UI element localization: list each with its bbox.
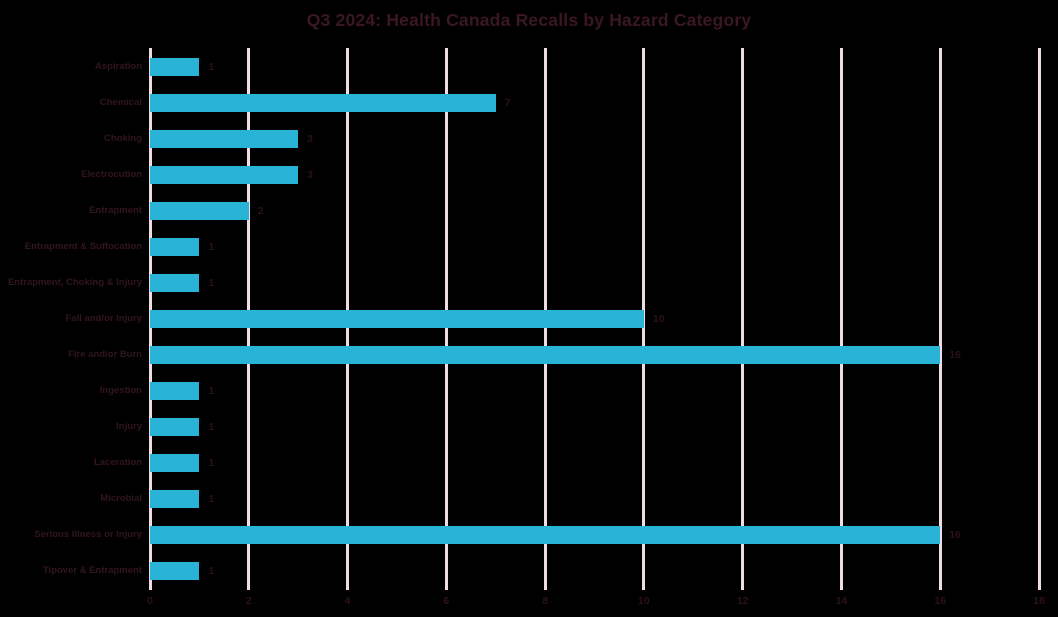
category-label: Laceration xyxy=(93,457,142,468)
category-label: Serious Illness or Injury xyxy=(34,529,142,540)
bar xyxy=(150,526,941,544)
value-label: 3 xyxy=(307,169,313,181)
value-label: 1 xyxy=(208,565,215,577)
value-label: 1 xyxy=(208,61,215,73)
category-label: Injury xyxy=(116,421,142,432)
value-label: 10 xyxy=(652,313,665,325)
x-tick-label: 4 xyxy=(344,595,351,607)
bar xyxy=(150,418,200,436)
value-label: 1 xyxy=(208,457,215,469)
value-label: 1 xyxy=(208,241,215,253)
x-tick-label: 6 xyxy=(443,595,450,607)
category-label: Entrapment xyxy=(89,205,142,216)
category-label: Aspiration xyxy=(95,61,142,72)
bar xyxy=(150,166,299,184)
category-label: Choking xyxy=(104,133,142,144)
gridline xyxy=(741,48,745,590)
value-label: 16 xyxy=(949,529,961,541)
category-label: Electrocution xyxy=(81,169,142,180)
bar xyxy=(150,274,200,292)
bar xyxy=(150,310,644,328)
value-label: 3 xyxy=(307,133,313,145)
category-label: Entrapment & Suffocation xyxy=(24,241,142,252)
x-tick-label: 18 xyxy=(1033,595,1045,607)
value-label: 1 xyxy=(208,385,215,397)
gridline xyxy=(1037,48,1041,590)
gridline xyxy=(938,48,942,590)
bar xyxy=(150,202,249,220)
category-label: Chemical xyxy=(99,97,142,108)
bar xyxy=(150,346,941,364)
category-label: Entrapment, Choking & Injury xyxy=(7,277,142,288)
category-label: Ingestion xyxy=(99,385,142,396)
x-tick-label: 16 xyxy=(934,595,947,607)
category-label: Tipover & Entrapment xyxy=(42,565,142,576)
value-label: 1 xyxy=(208,277,215,289)
x-tick-label: 0 xyxy=(147,595,153,607)
x-tick-label: 10 xyxy=(638,595,650,607)
value-label: 1 xyxy=(208,421,215,433)
category-label: Fire and/or Burn xyxy=(68,349,142,360)
gridline xyxy=(642,48,646,590)
bar xyxy=(150,238,200,256)
value-label: 2 xyxy=(257,205,264,217)
chart-title: Q3 2024: Health Canada Recalls by Hazard… xyxy=(306,10,752,30)
bar xyxy=(150,94,496,112)
x-tick-label: 2 xyxy=(245,595,252,607)
bar xyxy=(150,562,200,580)
bar xyxy=(150,454,200,472)
x-tick-label: 14 xyxy=(835,595,848,607)
gridline xyxy=(839,48,843,590)
value-label: 16 xyxy=(949,349,961,361)
bar xyxy=(150,130,299,148)
bar xyxy=(150,382,200,400)
value-label: 7 xyxy=(504,97,511,109)
bar xyxy=(150,58,200,76)
bar xyxy=(150,490,200,508)
x-tick-label: 8 xyxy=(542,595,549,607)
category-label: Microbial xyxy=(100,493,142,504)
x-tick-label: 12 xyxy=(736,595,749,607)
value-label: 1 xyxy=(208,493,215,505)
category-label: Fall and/or Injury xyxy=(65,313,142,324)
